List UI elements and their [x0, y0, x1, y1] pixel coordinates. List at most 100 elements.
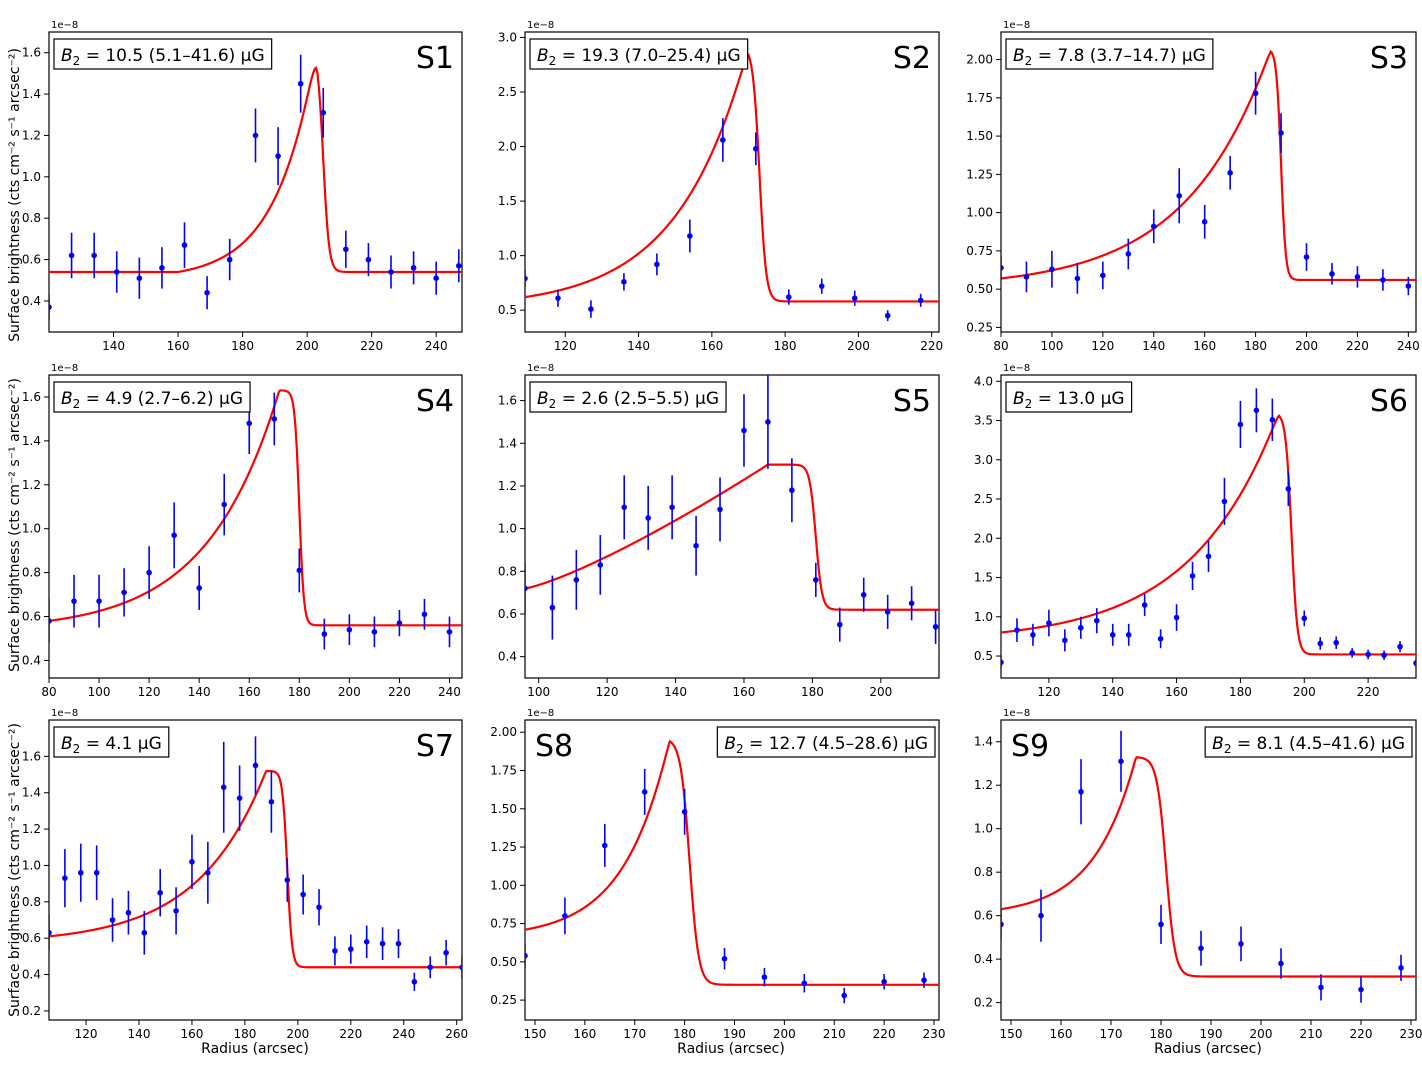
- data-point: [1381, 652, 1387, 659]
- x-tick-label: 200: [1250, 1027, 1273, 1041]
- x-tick-label: 100: [88, 685, 111, 699]
- x-tick-label: 140: [128, 1027, 151, 1041]
- annotation-box: [53, 381, 251, 413]
- data-point: [932, 623, 939, 630]
- x-tick-label: 180: [801, 685, 824, 699]
- b-value: = 13.0 μG: [1032, 389, 1124, 409]
- b-field-annotation: B2 = 7.8 (3.7–14.7) μG: [1013, 46, 1206, 68]
- y-tick-label: 1.0: [22, 170, 41, 184]
- panel-s4: 80 100 120 140 160 180 200 220 240 0.4 0.6 0.8 1.0 1.…: [22, 363, 463, 699]
- x-tick-label: 230: [1400, 1027, 1422, 1041]
- data-point: [765, 419, 771, 425]
- y-tick-label: 3.0: [974, 453, 993, 467]
- y-multiplier-label: 1e−8: [527, 20, 554, 31]
- x-tick-label: 190: [723, 1027, 746, 1041]
- panel-label: S2: [893, 41, 931, 76]
- data-point: [146, 569, 152, 576]
- data-point: [1349, 650, 1355, 656]
- x-tick-label: 180: [288, 685, 311, 699]
- y-tick-label: 0.4: [498, 650, 517, 664]
- model-curve: [1001, 49, 1416, 282]
- y-tick-label: 1.25: [966, 167, 993, 181]
- x-tick-label: 140: [1142, 339, 1165, 353]
- x-tick-label: 240: [425, 339, 448, 353]
- y-tick-label: 0.75: [490, 917, 517, 931]
- data-point: [68, 252, 75, 259]
- data-point: [621, 279, 627, 285]
- data-point: [1303, 254, 1310, 260]
- y-multiplier-label: 1e−8: [1003, 708, 1030, 719]
- data-point: [720, 137, 726, 143]
- x-tick-label: 180: [233, 1027, 256, 1041]
- annotation-box: [716, 726, 936, 758]
- x-axis-title-col3: Radius (arcsec): [1154, 1041, 1262, 1057]
- x-tick-label: 200: [1293, 685, 1316, 699]
- x-tick-label: 160: [181, 1027, 204, 1041]
- data-point: [836, 621, 843, 628]
- y-tick-label: 1.2: [498, 479, 517, 493]
- y-tick-label: 0.4: [22, 968, 41, 982]
- data-point: [346, 626, 353, 633]
- data-point: [1078, 788, 1084, 795]
- data-point: [841, 992, 848, 999]
- b-subscript: 2: [73, 54, 81, 68]
- model-curve: [1001, 414, 1416, 656]
- plot-area: [525, 375, 939, 644]
- data-point: [91, 252, 97, 259]
- x-tick-label: 260: [445, 1027, 468, 1041]
- data-point: [410, 265, 417, 271]
- data-point: [275, 153, 281, 159]
- x-tick-label: 220: [1350, 1027, 1373, 1041]
- data-point: [645, 515, 651, 521]
- data-point: [785, 294, 792, 300]
- data-point: [284, 877, 291, 883]
- data-point: [860, 591, 867, 598]
- data-point: [1118, 758, 1124, 765]
- panel-s6: 120 140 160 180 200 220 0.5 1.0 1.5 2.0 2.5 3.0 3.5 4…: [974, 363, 1417, 699]
- model-curve: [525, 463, 939, 611]
- x-tick-label: 220: [360, 339, 383, 353]
- panel-label: S4: [416, 384, 454, 419]
- x-tick-label: 160: [238, 685, 261, 699]
- data-point: [1173, 614, 1180, 621]
- data-point: [1238, 941, 1244, 947]
- x-tick-label: 180: [774, 339, 797, 353]
- data-point: [621, 504, 628, 511]
- x-tick-label: 170: [1100, 1027, 1123, 1041]
- b-symbol: B: [1013, 46, 1025, 66]
- y-tick-label: 0.6: [974, 909, 993, 923]
- x-tick-label: 150: [1000, 1027, 1023, 1041]
- data-point: [1001, 264, 1004, 271]
- y-tick-label: 3.5: [974, 414, 993, 428]
- b-symbol: B: [724, 734, 736, 754]
- data-point: [1278, 130, 1284, 136]
- y-tick-label: 2.00: [966, 53, 993, 67]
- data-point: [205, 869, 211, 876]
- data-point: [669, 504, 675, 511]
- y-tick-label: 1.0: [974, 610, 993, 624]
- data-point: [300, 891, 306, 898]
- data-point: [1253, 407, 1260, 414]
- data-point: [316, 904, 322, 911]
- x-tick-label: 160: [733, 685, 756, 699]
- y-tick-label: 0.6: [22, 253, 41, 267]
- x-tick-label: 160: [1050, 1027, 1073, 1041]
- y-tick-label: 0.75: [966, 244, 993, 258]
- plot-area: [49, 54, 462, 320]
- y-multiplier-label: 1e−8: [527, 363, 554, 374]
- data-point: [1205, 553, 1212, 560]
- x-tick-label: 160: [167, 339, 190, 353]
- x-tick-label: 160: [700, 339, 723, 353]
- data-point: [141, 929, 148, 936]
- annotation-box: [529, 381, 727, 413]
- panel-label: S7: [416, 729, 454, 764]
- data-point: [433, 275, 439, 282]
- b-subscript: 2: [73, 397, 81, 411]
- x-tick-label: 200: [869, 685, 892, 699]
- data-point: [181, 242, 188, 248]
- panel-s9: 150 160 170 180 190 200 210 220 230 0.2 0.4 0.6 0.8 1…: [974, 708, 1422, 1041]
- plot-frame: [524, 374, 940, 679]
- data-point: [363, 939, 370, 945]
- plot-area: [1001, 388, 1416, 669]
- x-tick-label: 180: [231, 339, 254, 353]
